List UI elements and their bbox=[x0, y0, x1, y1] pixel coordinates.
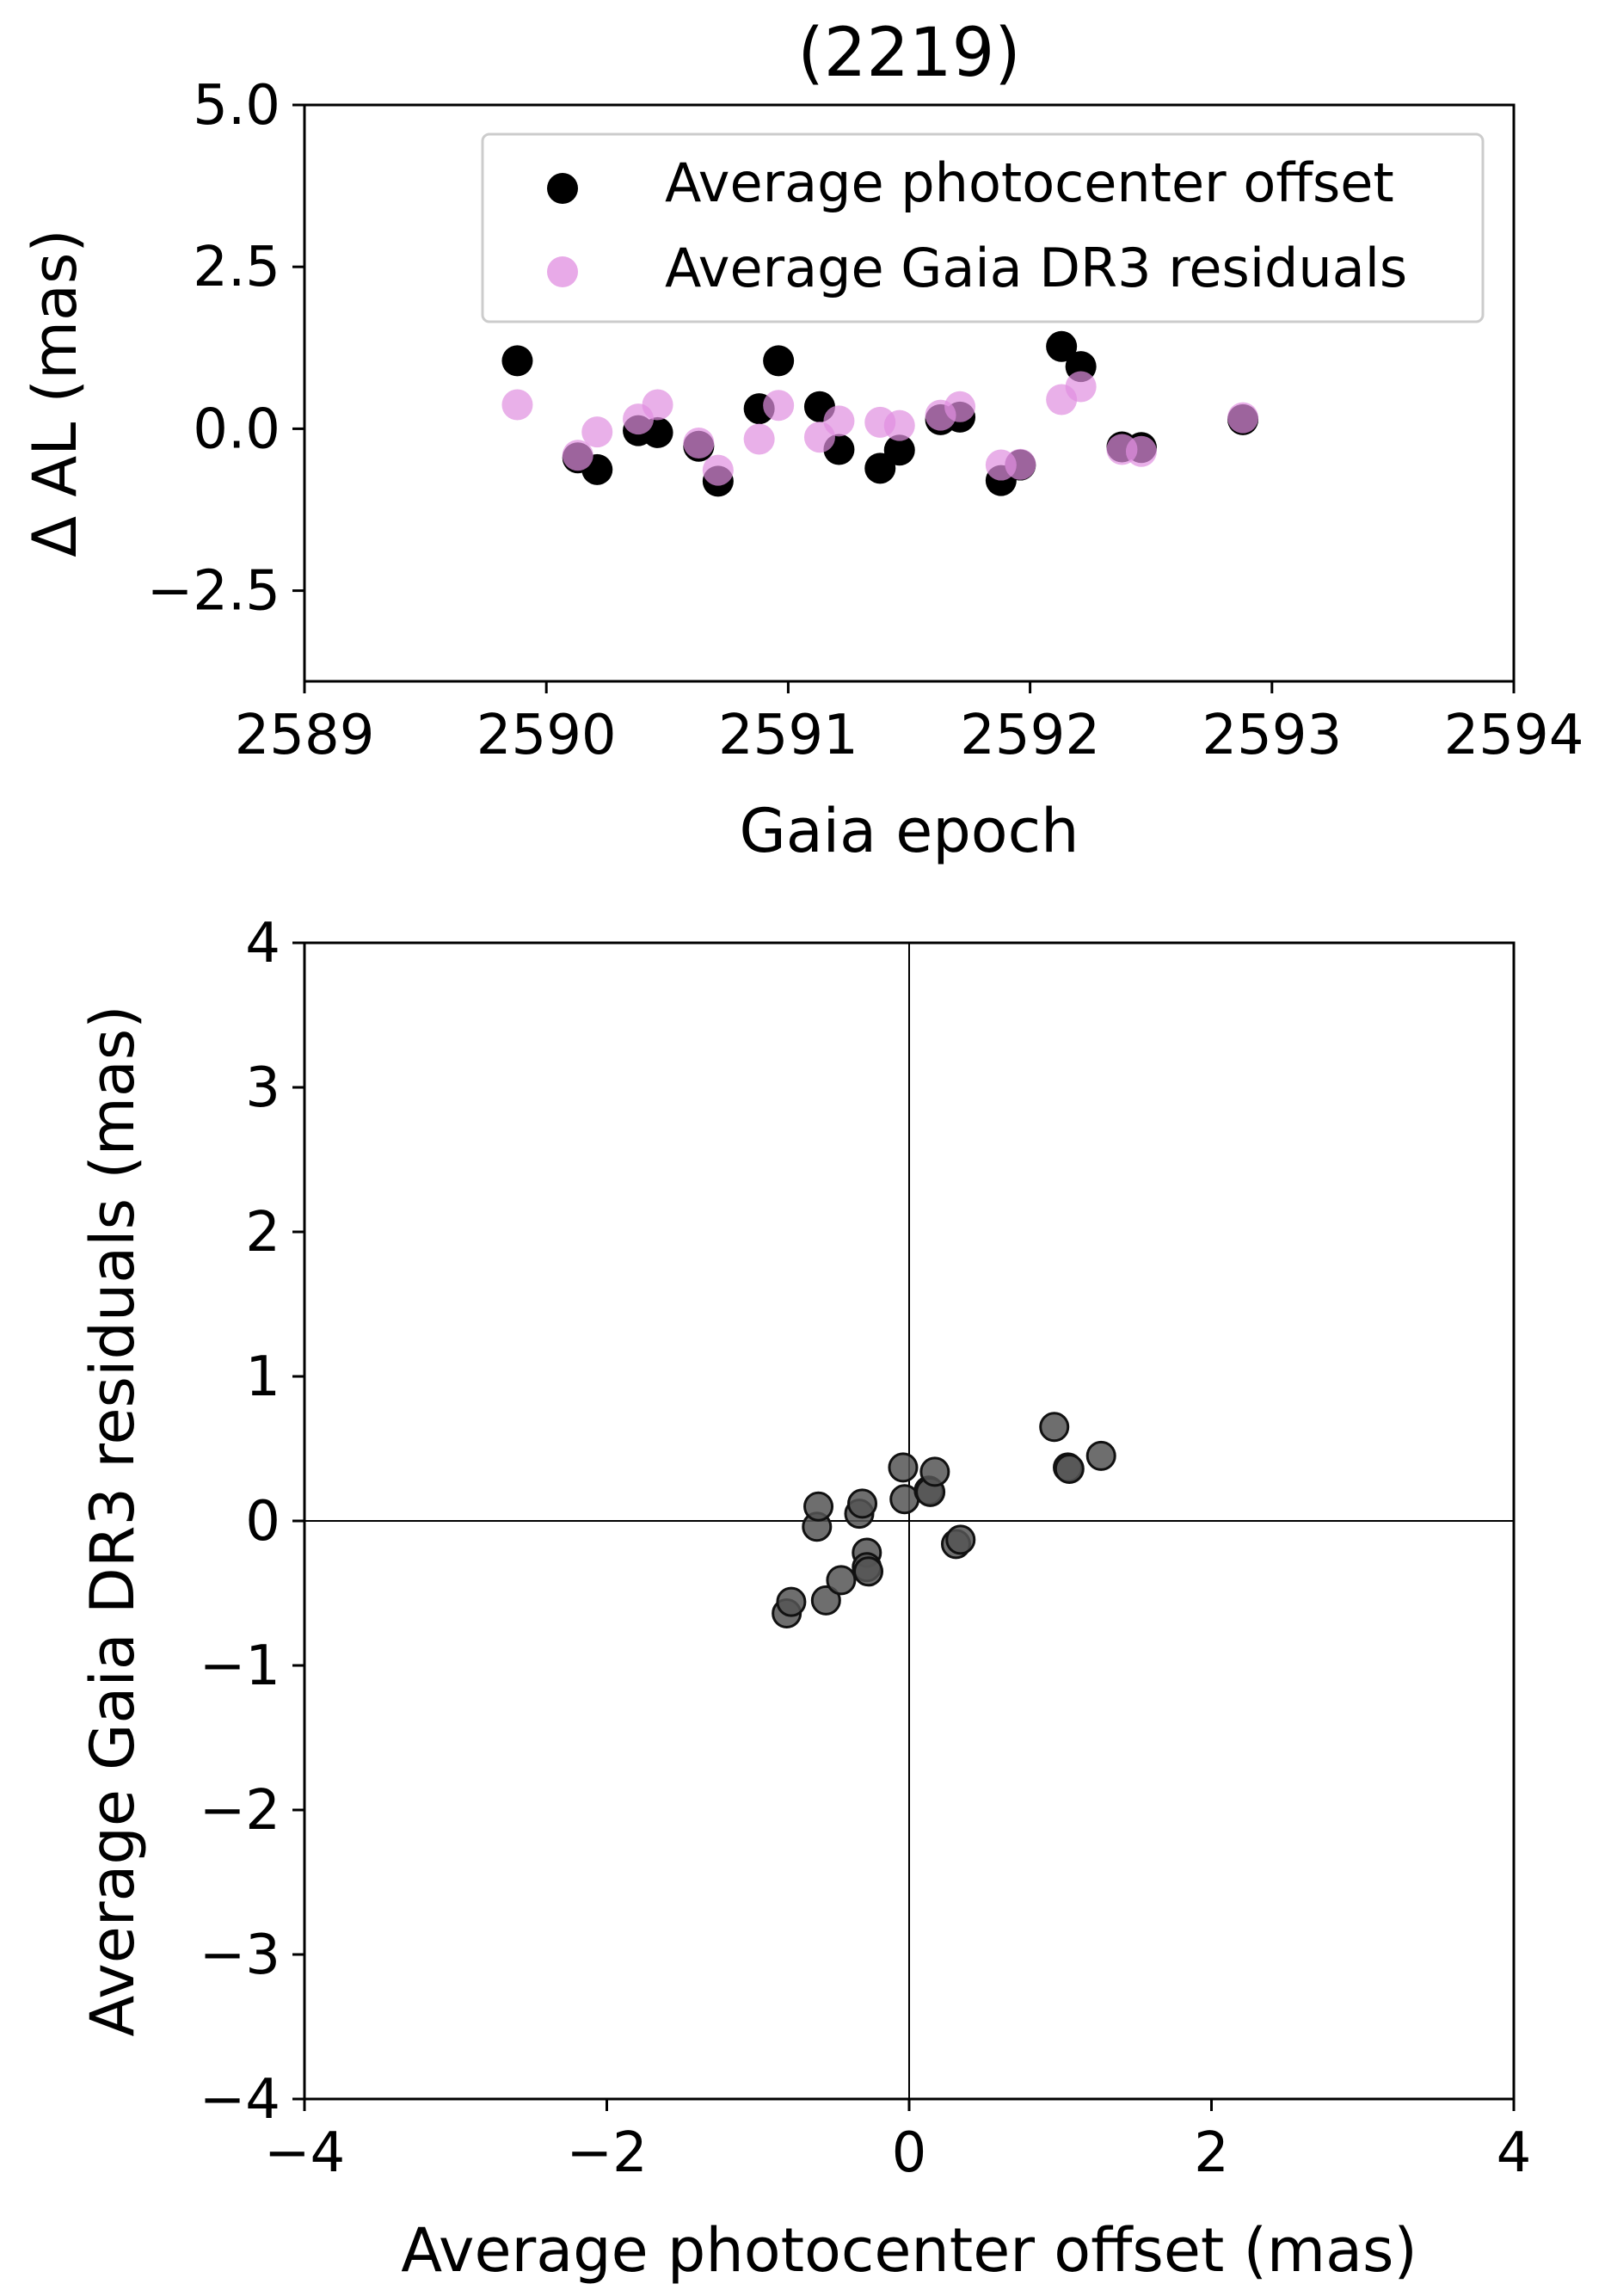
data-point bbox=[945, 1524, 976, 1555]
data-point bbox=[823, 405, 855, 437]
top-y-axis-label: Δ AL (mas) bbox=[20, 229, 90, 557]
data-point bbox=[1046, 330, 1078, 362]
x-tick-label: 2591 bbox=[718, 704, 858, 767]
data-point bbox=[1054, 1454, 1085, 1485]
data-point bbox=[1039, 1412, 1070, 1443]
top-panel: (2219) 2589 2590 2591 2592 2593 2594 −2.5 0.0 2… bbox=[20, 15, 1583, 866]
data-point bbox=[853, 1556, 884, 1587]
top-plot-marks bbox=[501, 330, 1259, 497]
data-point bbox=[1085, 1440, 1116, 1471]
y-tick-label: 0.0 bbox=[193, 397, 280, 461]
data-point bbox=[763, 345, 795, 377]
data-point bbox=[1065, 371, 1097, 403]
legend-label-residuals: Average Gaia DR3 residuals bbox=[665, 237, 1407, 299]
data-point bbox=[883, 409, 915, 441]
x-tick-label: 2592 bbox=[960, 704, 1100, 767]
top-x-axis-ticks: 2589 2590 2591 2592 2593 2594 bbox=[235, 681, 1584, 767]
y-tick-label: −2 bbox=[200, 1779, 280, 1843]
y-tick-label: 0 bbox=[245, 1490, 280, 1554]
bottom-panel: −4 −2 0 2 4 −4 −3 −2 −1 0 1 2 3 4 Average photocente… bbox=[77, 912, 1531, 2286]
data-point bbox=[776, 1586, 807, 1617]
y-tick-label: 2 bbox=[245, 1201, 280, 1265]
x-tick-label: 0 bbox=[892, 2121, 927, 2185]
data-point bbox=[826, 1565, 857, 1596]
data-point bbox=[581, 416, 613, 448]
x-tick-label: 2594 bbox=[1444, 704, 1584, 767]
y-tick-label: 2.5 bbox=[193, 236, 280, 299]
y-tick-label: 4 bbox=[245, 912, 280, 976]
y-tick-label: −2.5 bbox=[147, 560, 280, 624]
data-point bbox=[562, 440, 593, 471]
y-tick-label: −3 bbox=[200, 1924, 280, 1987]
legend-marker-residuals bbox=[547, 256, 578, 287]
y-tick-label: −1 bbox=[200, 1634, 280, 1698]
x-tick-label: −4 bbox=[264, 2121, 345, 2185]
data-point bbox=[888, 1452, 919, 1483]
bottom-x-axis-label: Average photocenter offset (mas) bbox=[401, 2215, 1417, 2286]
data-point bbox=[810, 1585, 841, 1616]
data-point bbox=[944, 391, 976, 422]
bottom-y-axis-ticks: −4 −3 −2 −1 0 1 2 3 4 bbox=[200, 912, 304, 2132]
y-tick-label: 3 bbox=[245, 1056, 280, 1120]
data-point bbox=[847, 1488, 878, 1519]
y-tick-label: −4 bbox=[200, 2068, 280, 2132]
x-tick-label: 2 bbox=[1194, 2121, 1229, 2185]
top-y-axis-ticks: −2.5 0.0 2.5 5.0 bbox=[147, 74, 304, 624]
data-point bbox=[743, 423, 775, 455]
chart-title: (2219) bbox=[797, 15, 1020, 92]
legend-marker-photocenter bbox=[547, 173, 578, 204]
legend-label-photocenter: Average photocenter offset bbox=[665, 151, 1394, 214]
top-plot-frame bbox=[303, 103, 1516, 683]
data-point bbox=[702, 454, 734, 486]
x-tick-label: 2593 bbox=[1202, 704, 1342, 767]
x-tick-label: −2 bbox=[566, 2121, 647, 2185]
data-point bbox=[683, 427, 715, 459]
data-point bbox=[919, 1456, 950, 1487]
data-point bbox=[501, 389, 533, 421]
data-point bbox=[763, 390, 795, 422]
data-point bbox=[883, 434, 915, 466]
data-point bbox=[1125, 435, 1157, 467]
y-tick-label: 1 bbox=[245, 1345, 280, 1409]
data-point bbox=[803, 1491, 834, 1522]
x-tick-label: 2590 bbox=[477, 704, 617, 767]
legend-box bbox=[481, 132, 1485, 323]
data-point bbox=[864, 452, 896, 484]
bottom-y-axis-label: Average Gaia DR3 residuals (mas) bbox=[77, 1005, 148, 2036]
data-point bbox=[1005, 448, 1036, 480]
data-point bbox=[1227, 402, 1259, 434]
bottom-plot-marks bbox=[772, 1412, 1116, 1629]
data-point bbox=[642, 389, 673, 421]
legend: Average photocenter offset Average Gaia … bbox=[481, 132, 1485, 323]
data-point bbox=[501, 345, 533, 377]
top-x-axis-label: Gaia epoch bbox=[740, 796, 1079, 866]
bottom-x-axis-ticks: −4 −2 0 2 4 bbox=[264, 2099, 1532, 2185]
x-tick-label: 2589 bbox=[235, 704, 375, 767]
x-tick-label: 4 bbox=[1497, 2121, 1532, 2185]
y-tick-label: 5.0 bbox=[193, 74, 280, 138]
